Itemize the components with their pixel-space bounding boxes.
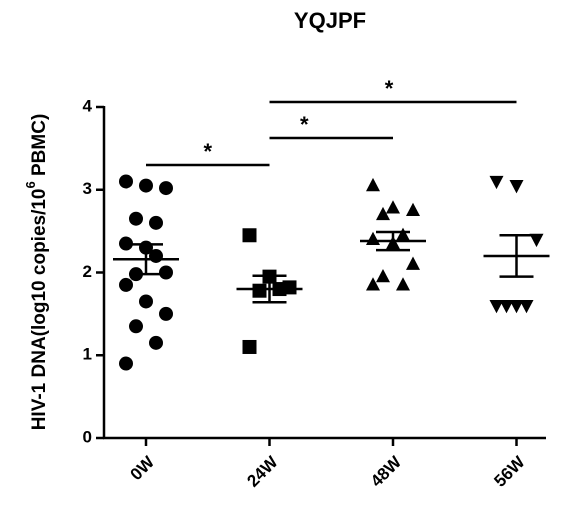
point [119,236,133,251]
point [149,335,163,350]
y-label-main: HIV-1 DNA(log10 copies/10 [29,189,50,431]
point [119,356,133,371]
point [489,175,504,190]
point [406,202,420,217]
point [119,174,133,189]
point [396,227,410,241]
point [489,300,504,314]
point [242,228,257,243]
y-label-sup: 6 [23,181,38,188]
x-tick-label: 24W [243,452,282,491]
point [499,300,514,314]
significance-label: * [300,112,309,137]
point [149,215,163,230]
y-tick-label: 4 [83,96,93,115]
y-label-end: PBMC) [29,114,50,182]
x-tick-label: 56W [490,452,529,491]
point [406,256,420,270]
point [366,231,380,245]
y-tick-label: 0 [83,427,92,446]
point [376,268,390,283]
point [159,265,173,280]
point [139,178,153,193]
y-tick-label: 3 [83,179,92,198]
point [129,211,143,226]
point [529,233,544,248]
point [119,277,133,292]
point [252,283,267,298]
point [139,294,153,309]
significance-label: * [203,139,212,164]
chart-title: YQJPF [294,8,366,33]
point [386,200,400,214]
point [159,306,173,321]
point [376,206,390,221]
point [129,319,143,334]
point [366,177,380,192]
point [366,277,380,291]
significance-label: * [385,76,394,101]
y-axis-label: HIV-1 DNA(log10 copies/106 PBMC) [23,114,50,431]
x-tick-label: 48W [367,452,406,491]
point [509,300,524,314]
y-tick-label: 1 [83,345,92,364]
point [159,181,173,196]
point [509,180,524,194]
point [242,339,257,354]
point [519,300,534,314]
y-tick-label: 2 [83,262,92,281]
point [149,248,163,263]
point [396,277,410,291]
x-tick-label: 0W [127,452,159,484]
